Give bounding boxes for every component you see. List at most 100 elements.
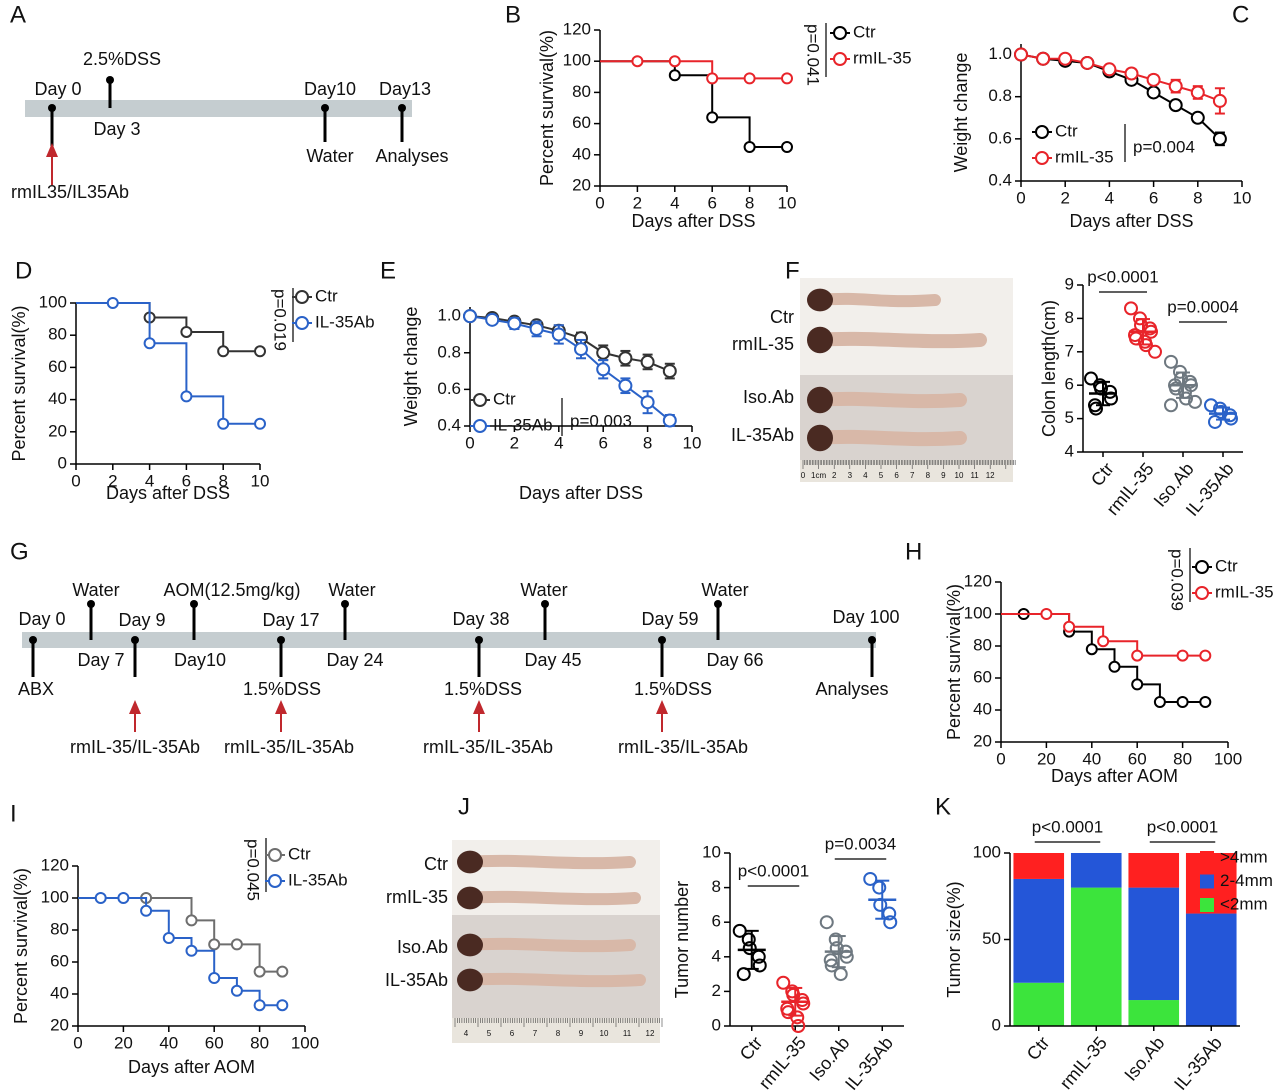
survival-marker [254, 417, 266, 430]
photo-label: Iso.Ab [397, 937, 448, 957]
survival-marker [1040, 608, 1053, 620]
x-tick-label: 40 [1082, 749, 1101, 768]
weight-marker [1212, 93, 1227, 108]
legend-label: Ctr [1055, 121, 1078, 140]
weight-marker [1036, 51, 1051, 66]
photo-bottom [452, 915, 660, 1018]
survival-line [76, 302, 260, 425]
ruler-label: 9 [941, 471, 946, 480]
timeline-label: 1.5%DSS [243, 679, 321, 699]
x-axis-label: Days after DSS [1069, 211, 1193, 231]
y-tick-label: 80 [572, 82, 591, 101]
weight-marker [1058, 51, 1073, 66]
weight-marker [1124, 66, 1139, 81]
comparison-label: p<0.0001 [1032, 817, 1103, 836]
ruler-label: 2 [832, 471, 837, 480]
legend-marker [268, 848, 282, 862]
legend-label: Ctr [493, 389, 516, 408]
legend-label: rmIL-35 [853, 48, 912, 67]
x-tick-label: 8 [643, 433, 652, 452]
x-tick-label: 2 [510, 433, 519, 452]
weight-line [469, 315, 671, 373]
ruler-label: 11 [970, 471, 979, 480]
y-tick-label: 20 [572, 175, 591, 194]
colon-cecum [457, 968, 483, 992]
ruler-label: 11 [623, 1029, 632, 1038]
y-tick-label: 60 [50, 951, 69, 970]
weight-line [469, 315, 671, 422]
legend-label: rmIL-35 [1215, 582, 1274, 601]
ruler-label: 3 [848, 471, 853, 480]
legend-label: Ctr [1215, 556, 1238, 575]
survival-marker [117, 892, 130, 904]
survival-marker [1063, 620, 1076, 633]
x-tick-label: 40 [159, 1033, 178, 1052]
colon-tube [811, 331, 987, 349]
timeline-label: rmIL-35/IL-35Ab [618, 737, 748, 757]
x-tick-label: 100 [1214, 749, 1242, 768]
survival-marker [1199, 696, 1212, 708]
y-tick-label: 8 [1065, 308, 1074, 327]
x-axis-label: Days after AOM [1051, 766, 1178, 786]
y-tick-label: 80 [973, 635, 992, 654]
legend-label: Ctr [315, 286, 338, 305]
y-tick-label: 120 [563, 19, 591, 38]
timeline-label: Water [328, 580, 375, 600]
weight-marker [662, 364, 677, 379]
timeline-label: Day 100 [832, 607, 899, 627]
x-tick-label: 6 [598, 433, 607, 452]
survival-marker [1085, 643, 1098, 656]
y-tick-label: 8 [712, 877, 721, 896]
ruler-label: 12 [646, 1029, 655, 1038]
timeline-label: Day10 [304, 79, 356, 99]
data-point [1204, 398, 1218, 413]
y-tick-label: 100 [563, 51, 591, 70]
timeline-dot [475, 636, 483, 644]
data-point [1084, 371, 1098, 386]
timeline-label: Water [72, 580, 119, 600]
y-tick-label: 5 [1065, 408, 1074, 427]
legend-marker [1035, 151, 1049, 165]
colon-cecum [807, 326, 833, 354]
survival-marker [743, 141, 756, 153]
survival-marker [230, 984, 243, 997]
ruler-label: 8 [556, 1029, 561, 1038]
data-point [1124, 301, 1138, 316]
weight-marker [463, 309, 477, 324]
data-point [736, 967, 751, 982]
data-point [796, 996, 811, 1011]
timeline-dot [658, 636, 666, 644]
data-point [1148, 344, 1162, 359]
x-tick-label: 80 [1173, 749, 1192, 768]
timeline-dot [541, 600, 549, 608]
timeline-dot [29, 636, 37, 644]
arrow-head [473, 700, 485, 714]
panel-letter: E [380, 257, 396, 284]
data-point [741, 932, 756, 947]
timeline-label: Day 7 [77, 650, 124, 670]
survival-line [78, 897, 283, 973]
weight-marker [1146, 72, 1161, 87]
timeline-label: Day 0 [34, 79, 81, 99]
y-axis-label: Tumor number [672, 881, 692, 998]
timeline-label: rmIL-35/IL-35Ab [224, 737, 354, 757]
photo-label: Iso.Ab [743, 387, 794, 407]
p-value: p=0.019 [271, 289, 290, 351]
legend-label: Ctr [853, 22, 876, 41]
ruler-label: 7 [533, 1029, 538, 1038]
y-axis-label: Weight change [401, 307, 421, 427]
timeline-dot [106, 76, 114, 84]
weight-marker [1146, 85, 1161, 100]
x-tick-label: 2 [1060, 188, 1069, 207]
y-tick-label: 6 [712, 912, 721, 931]
x-tick-label: 0 [71, 471, 80, 490]
weight-marker [529, 321, 544, 336]
timeline-label: Day 45 [524, 650, 581, 670]
colon-tube [462, 937, 636, 953]
legend-swatch [1200, 874, 1214, 889]
y-tick-label: 0.4 [437, 415, 461, 434]
colon-cecum [457, 850, 483, 874]
panel-letter: A [10, 1, 26, 28]
legend-marker [473, 419, 487, 433]
